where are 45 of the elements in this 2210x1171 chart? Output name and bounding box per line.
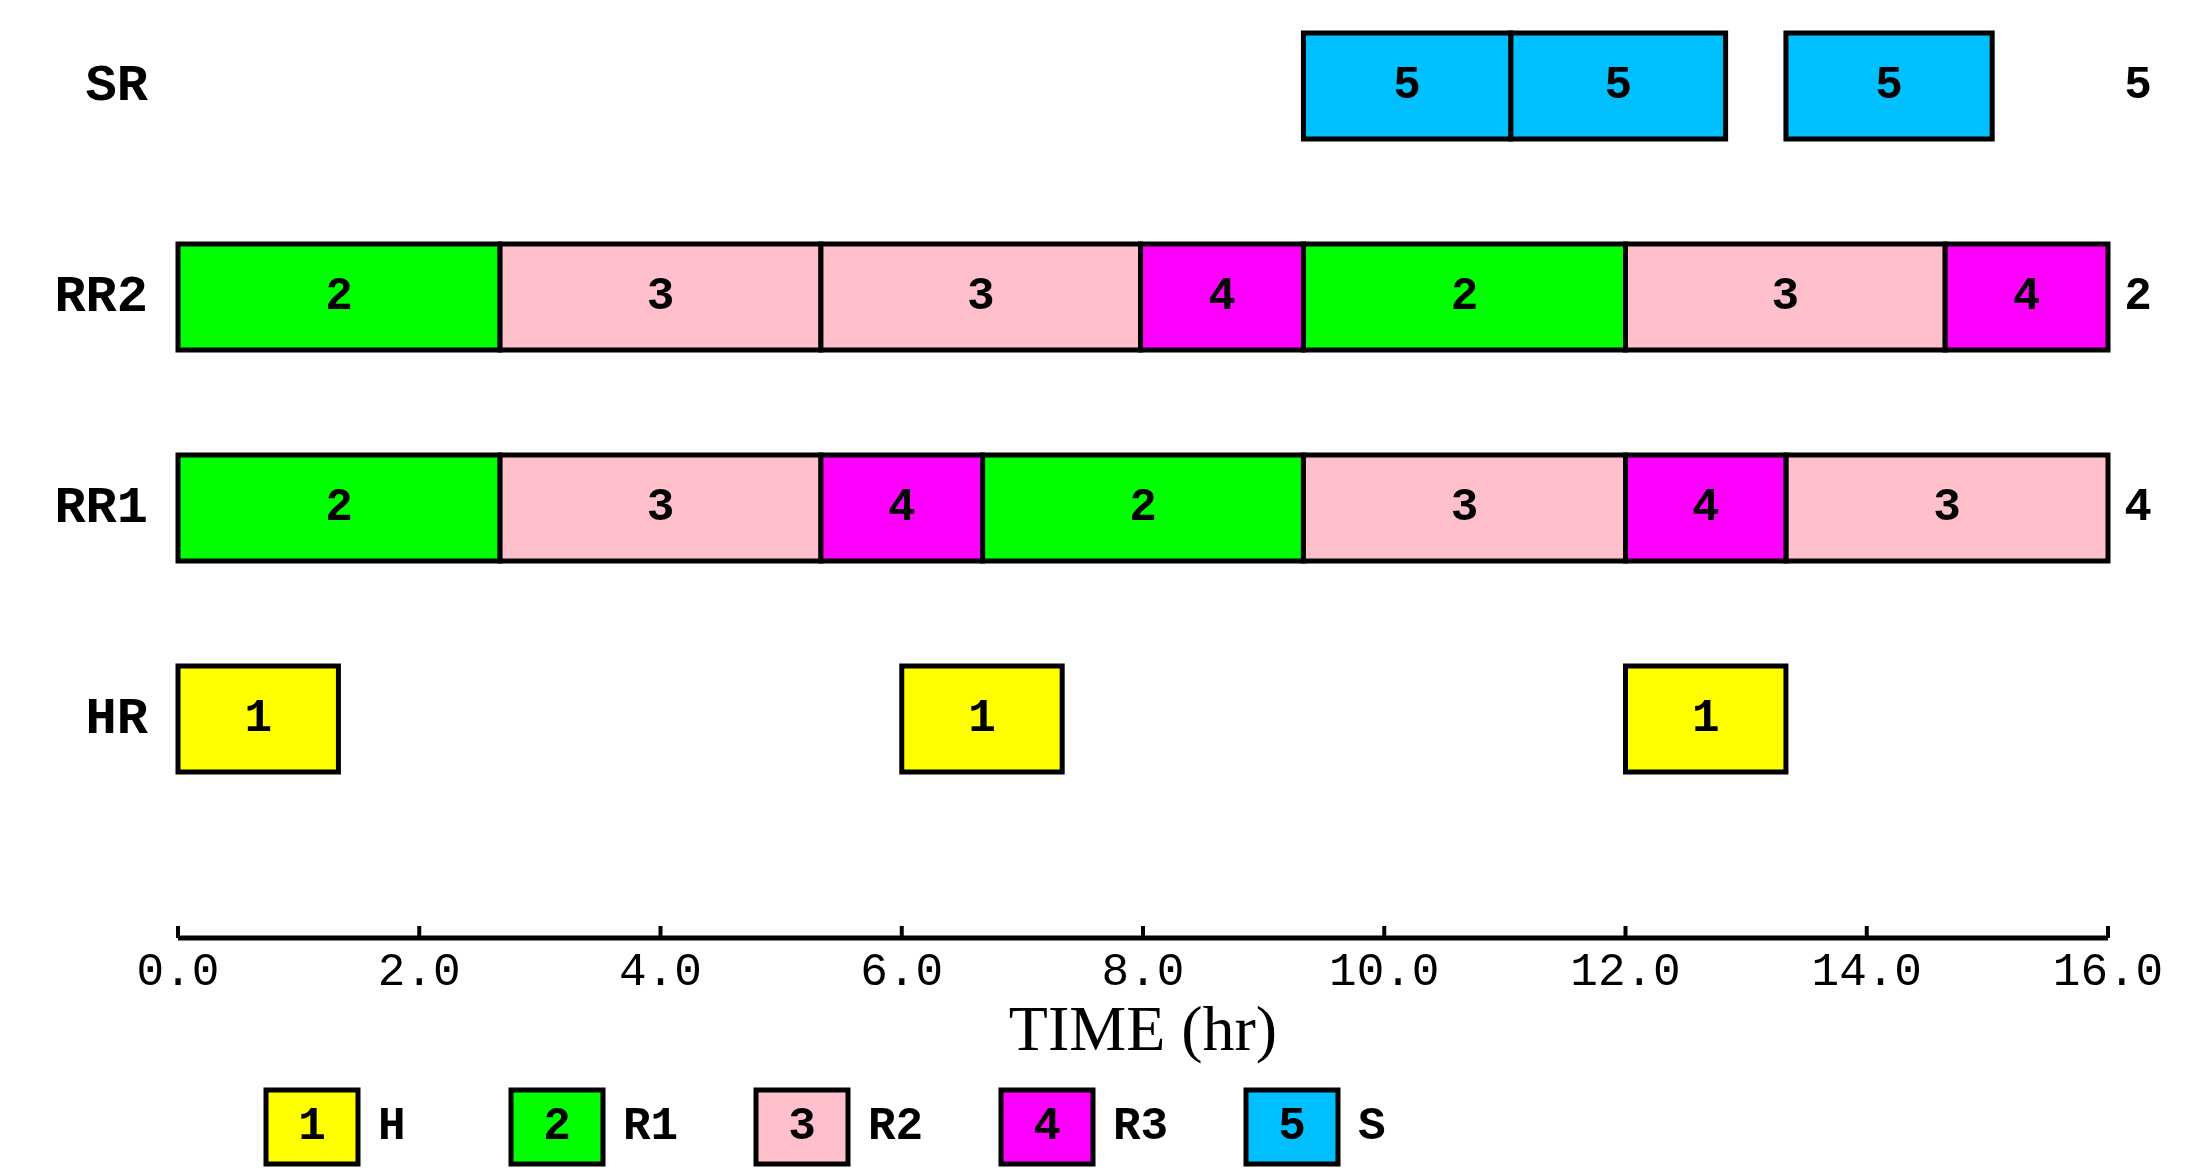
y-tick-label: RR2 <box>54 267 148 327</box>
legend-label: R3 <box>1113 1101 1169 1153</box>
text: 4 <box>2124 482 2152 534</box>
text: 2 <box>543 1101 571 1153</box>
text: 1 <box>1691 693 1720 745</box>
annotation: 4 <box>1208 271 1236 323</box>
x-tick-label: 12.0 <box>1570 947 1681 999</box>
text: 3 <box>966 271 995 323</box>
annotation: 1 <box>244 693 273 745</box>
text: 5 <box>2124 60 2152 112</box>
x-tick-label: 16.0 <box>2052 947 2164 999</box>
y-tick-label: HR <box>85 689 149 749</box>
text: 3 <box>1933 482 1961 534</box>
legend-label: R1 <box>623 1101 679 1153</box>
text: 1 <box>298 1101 326 1153</box>
text: 3 <box>1450 482 1479 534</box>
annotation: 5 <box>1393 60 1421 112</box>
text: 5 <box>1875 60 1903 112</box>
annotation: 4 <box>887 482 916 534</box>
text: 3 <box>1771 271 1800 323</box>
text: 2 <box>1450 271 1479 323</box>
annotation: 3 <box>646 271 675 323</box>
legend-label: R2 <box>868 1101 924 1153</box>
x-tick-label: 4.0 <box>619 947 702 999</box>
legend-label: S <box>1358 1101 1386 1153</box>
x-tick-label: 14.0 <box>1811 947 1922 999</box>
text: 2 <box>2124 271 2152 323</box>
annotation: 2 <box>325 482 353 534</box>
text: 2 <box>1129 482 1157 534</box>
text: 5 <box>1278 1101 1306 1153</box>
x-tick-label: 10.0 <box>1329 947 1440 999</box>
x-tick-label: 6.0 <box>860 947 944 999</box>
x-tick-label: 2.0 <box>377 947 461 999</box>
text: 4 <box>2012 271 2041 323</box>
text: 3 <box>788 1101 816 1153</box>
text: 4 <box>1691 482 1720 534</box>
y-tick-label: RR1 <box>54 478 148 538</box>
text: 1 <box>968 693 996 745</box>
y-tick-label: SR <box>85 56 149 116</box>
x-tick-label: 0.0 <box>136 947 220 999</box>
annotation: 5 <box>1604 60 1633 112</box>
legend-label: H <box>378 1101 406 1153</box>
text: 3 <box>646 482 675 534</box>
text: 4 <box>1033 1101 1061 1153</box>
annotation: 2 <box>325 271 353 323</box>
